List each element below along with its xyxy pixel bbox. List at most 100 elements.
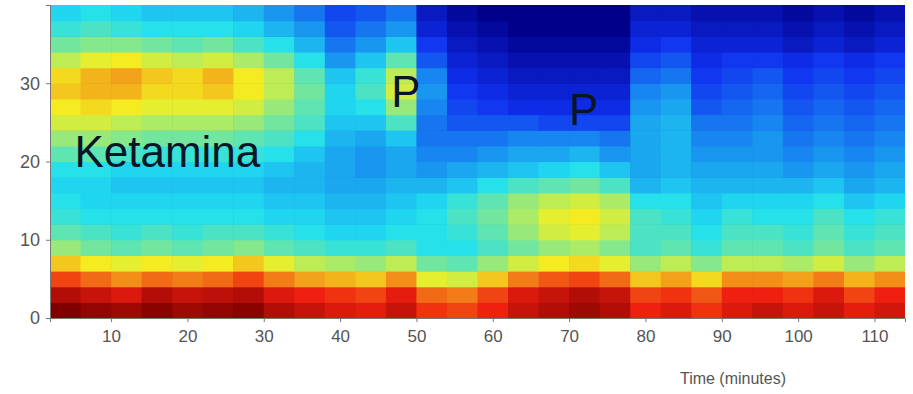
heat-cell [752, 83, 783, 99]
heat-cell [752, 52, 783, 68]
heat-cell [325, 302, 356, 318]
heat-cell [752, 115, 783, 131]
heat-cell [539, 99, 570, 115]
x-tick: 40 [331, 318, 350, 346]
heat-cell [416, 177, 447, 193]
heat-cell [172, 255, 203, 271]
heat-cell [294, 21, 325, 37]
heat-cell [874, 5, 905, 21]
heat-cell [386, 224, 417, 240]
x-tick-mark [798, 318, 799, 322]
heat-cell [478, 99, 509, 115]
heat-cell [294, 193, 325, 209]
heat-cell [142, 177, 173, 193]
x-tick: 100 [784, 318, 812, 346]
heat-cell [111, 287, 142, 303]
heat-cell [447, 240, 478, 256]
heat-cell [172, 68, 203, 84]
heat-cell [416, 36, 447, 52]
heat-cell [355, 271, 386, 287]
heat-cell [691, 287, 722, 303]
heat-cell [569, 162, 600, 178]
heat-cell [783, 240, 814, 256]
heat-cell [416, 240, 447, 256]
heat-cell [81, 302, 112, 318]
heat-cell [233, 99, 264, 115]
y-tick-label: 0 [30, 308, 40, 328]
heat-cell [355, 255, 386, 271]
x-tick-mark [111, 318, 112, 322]
heat-cell [600, 21, 631, 37]
heat-cell [81, 255, 112, 271]
y-tick: 30 [20, 74, 50, 94]
heat-cell [325, 240, 356, 256]
heat-cell [203, 193, 234, 209]
heat-cell [142, 240, 173, 256]
heat-cell [203, 271, 234, 287]
heat-cell [630, 68, 661, 84]
heat-cell [264, 146, 295, 162]
heat-cell [416, 83, 447, 99]
heat-cell [844, 68, 875, 84]
heat-cell [752, 287, 783, 303]
heat-cell [478, 52, 509, 68]
heat-cell [447, 99, 478, 115]
heat-cell [752, 271, 783, 287]
x-tick: 50 [407, 318, 426, 346]
heat-cell [325, 224, 356, 240]
heat-cell [355, 240, 386, 256]
heat-cell [691, 5, 722, 21]
heat-cell [172, 287, 203, 303]
x-tick: 110 [861, 318, 888, 346]
heat-cell [111, 99, 142, 115]
heat-cell [569, 287, 600, 303]
heat-cell [142, 255, 173, 271]
heat-cell [81, 177, 112, 193]
heat-cell [325, 83, 356, 99]
heat-cell [233, 271, 264, 287]
heat-cell [874, 21, 905, 37]
heat-cell [264, 36, 295, 52]
heat-cell [844, 287, 875, 303]
heat-cell [294, 271, 325, 287]
plot-area [50, 5, 905, 318]
heat-cell [416, 193, 447, 209]
heat-cell [539, 193, 570, 209]
heat-cell [294, 5, 325, 21]
heat-cell [844, 130, 875, 146]
heat-cell [691, 52, 722, 68]
heat-cell [539, 177, 570, 193]
heat-cell [386, 271, 417, 287]
heat-cell [50, 240, 81, 256]
heat-cell [630, 5, 661, 21]
heat-cell [478, 302, 509, 318]
heat-cell [447, 83, 478, 99]
heat-cell [81, 224, 112, 240]
heat-cell [844, 255, 875, 271]
heat-cell [294, 240, 325, 256]
heat-cell [813, 193, 844, 209]
x-tick-mark [187, 318, 188, 322]
x-tick: 10 [102, 318, 121, 346]
heat-cell [264, 255, 295, 271]
x-axis-title: Time (minutes) [680, 370, 786, 387]
heat-cell [783, 177, 814, 193]
heat-cell [355, 146, 386, 162]
heat-cell [111, 83, 142, 99]
heat-cell [508, 271, 539, 287]
x-tick-label: 50 [407, 327, 426, 346]
heat-cell [264, 240, 295, 256]
heat-cell [539, 240, 570, 256]
heat-cell [172, 177, 203, 193]
heat-cell [722, 224, 753, 240]
x-tick: 90 [713, 318, 732, 346]
heat-cell [233, 193, 264, 209]
x-tick-mark [493, 318, 494, 322]
heat-cell [294, 130, 325, 146]
x-tick-mark [722, 318, 723, 322]
heat-cell [691, 36, 722, 52]
heat-cell [325, 5, 356, 21]
heat-cell [752, 68, 783, 84]
heat-cell [294, 99, 325, 115]
heat-cell [81, 68, 112, 84]
